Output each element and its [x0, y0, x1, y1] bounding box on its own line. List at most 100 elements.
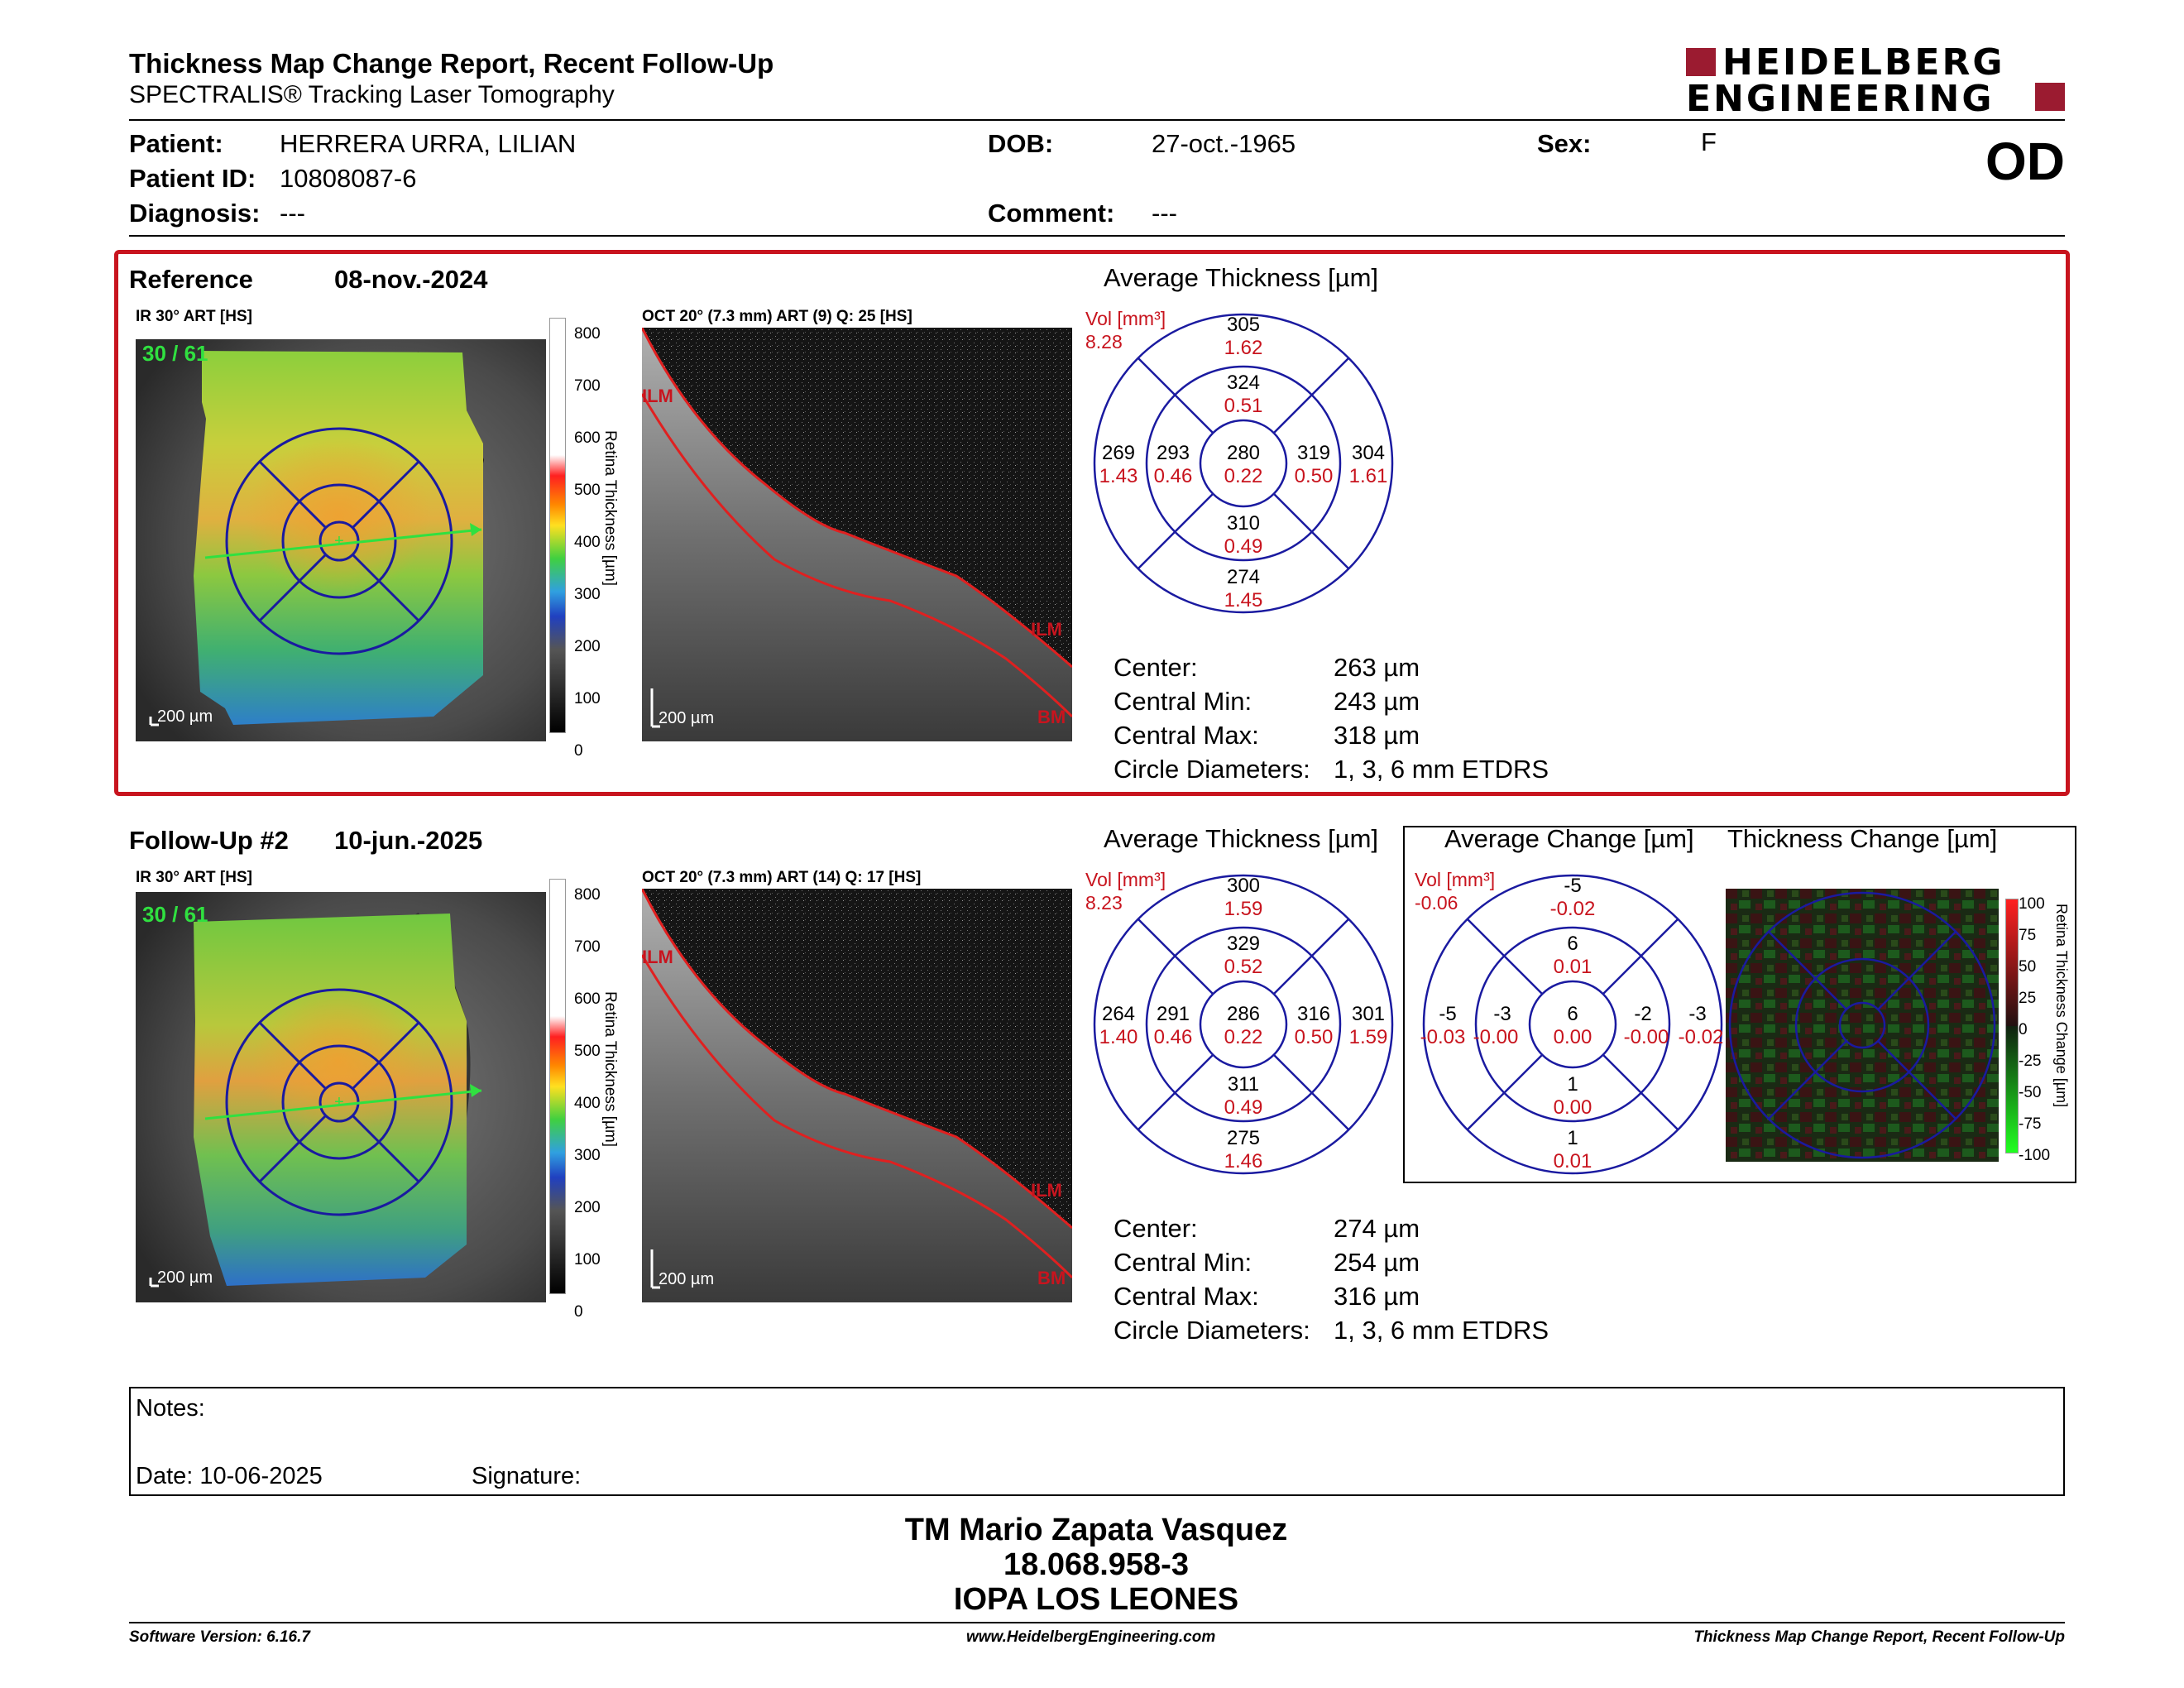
dob-label: DOB: [988, 129, 1054, 158]
logo-line2: ENGINEERING [1686, 78, 1995, 120]
diagnosis-label: Diagnosis: [129, 199, 261, 228]
outer-right-thickness: 301 [1352, 1003, 1385, 1025]
change-colorbar [2005, 899, 2019, 1153]
outer-top-volume: 1.59 [1224, 898, 1263, 920]
change-colorbar-axis-label: Retina Thickness Change [µm] [2053, 904, 2070, 1108]
comment-value: --- [1152, 199, 1177, 228]
change-inner-left: -3 [1493, 1003, 1511, 1025]
diagnosis-value: --- [280, 199, 305, 228]
followup-label: Follow-Up #2 [129, 826, 289, 855]
notes-date: Date: 10-06-2025 [136, 1463, 323, 1489]
inner-bottom-thickness: 310 [1227, 512, 1260, 535]
patient-id: 10808087-6 [280, 164, 417, 193]
inner-top-thickness: 324 [1227, 372, 1260, 394]
patient-name: HERRERA URRA, LILIAN [280, 129, 577, 158]
change-outer-right-vol: -0.02 [1679, 1026, 1724, 1048]
change-inner-right-vol: -0.00 [1624, 1026, 1669, 1048]
signer-id: 18.068.958-3 [1003, 1547, 1189, 1582]
inner-right-thickness: 316 [1297, 1003, 1330, 1025]
outer-left-thickness: 269 [1102, 442, 1135, 464]
change-outer-bottom: 1 [1567, 1127, 1578, 1149]
heidelberg-logo: HEIDELBERG ENGINEERING [1686, 41, 2067, 120]
inner-top-volume: 0.52 [1224, 956, 1263, 978]
outer-right-volume: 1.59 [1349, 1026, 1388, 1048]
stats-values: 263 µm 243 µm 318 µm 1, 3, 6 mm ETDRS [1334, 653, 1549, 784]
followup-date: 10-jun.-2025 [334, 826, 483, 855]
thickness-colorbar [549, 318, 566, 733]
etdrs-title: Average Thickness [µm] [1104, 824, 1379, 853]
oct-caption: OCT 20° (7.3 mm) ART (9) Q: 25 [HS] [642, 308, 912, 325]
outer-left-thickness: 264 [1102, 1003, 1135, 1025]
logo-square-icon [1686, 48, 1716, 76]
signature-block: TM Mario Zapata Vasquez 18.068.958-3 IOP… [0, 1513, 2184, 1617]
inner-right-volume: 0.50 [1295, 1026, 1334, 1048]
inner-top-volume: 0.51 [1224, 395, 1263, 417]
inner-bottom-volume: 0.49 [1224, 1096, 1263, 1119]
software-version: Software Version: 6.16.7 [129, 1628, 310, 1646]
sex-label: Sex: [1537, 129, 1592, 158]
oct-scale-label: 200 µm [659, 709, 714, 727]
oct-layer-label: ILM [642, 386, 673, 406]
ir-caption: IR 30° ART [HS] [136, 869, 252, 886]
outer-right-thickness: 304 [1352, 442, 1385, 464]
dob-value: 27-oct.-1965 [1152, 129, 1296, 158]
logo-line1: HEIDELBERG [1722, 41, 2005, 84]
colorbar-ticks: 800 700 600 500 400 300 200 100 0 [574, 886, 601, 1321]
oct-caption: OCT 20° (7.3 mm) ART (14) Q: 17 [HS] [642, 869, 922, 886]
change-inner-top: 6 [1567, 933, 1578, 955]
center-thickness: 280 [1227, 442, 1260, 464]
oct-bm-label: BM [1037, 707, 1066, 727]
change-outer-left: -5 [1439, 1003, 1456, 1025]
oct-ilm-label: ILM [1031, 619, 1062, 640]
inner-bottom-thickness: 311 [1228, 1073, 1259, 1096]
change-outer-bottom-vol: 0.01 [1554, 1150, 1592, 1172]
patient-label: Patient: [129, 129, 223, 158]
change-center-vol: 0.00 [1554, 1026, 1592, 1048]
change-inner-top-vol: 0.01 [1554, 956, 1592, 978]
ir-scale-label: 200 µm [157, 707, 213, 726]
outer-top-thickness: 300 [1227, 875, 1260, 897]
comment-label: Comment: [988, 199, 1115, 228]
etdrs-grid: 305 1.62 324 0.51 280 0.22 310 0.49 274 … [1093, 313, 1394, 614]
stats-labels: Center: Central Min: Central Max: Circle D… [1114, 1214, 1310, 1345]
notes-box[interactable] [129, 1387, 2065, 1496]
change-inner-bottom-vol: 0.00 [1554, 1096, 1592, 1119]
change-etdrs-grid: -5 -0.02 6 0.01 6 0.00 1 0.00 1 0.01 -3 … [1420, 874, 1724, 1175]
thickness-change-map [1726, 889, 1999, 1162]
outer-bottom-volume: 1.45 [1224, 589, 1263, 611]
signer-name: TM Mario Zapata Vasquez [904, 1513, 1288, 1547]
outer-bottom-thickness: 274 [1227, 566, 1260, 588]
outer-bottom-thickness: 275 [1227, 1127, 1260, 1149]
center-volume: 0.22 [1224, 465, 1263, 487]
oct-bm-label: BM [1037, 1268, 1066, 1288]
ir-count: 30 / 61 [142, 902, 208, 927]
reference-label: Reference [129, 265, 253, 294]
change-colorbar-ticks: 100 75 50 25 0 -25 -50 -75 -100 [2019, 895, 2051, 1164]
oct-bscan: ILM ILM BM 200 µm [642, 889, 1072, 1302]
logo-square-icon [2035, 83, 2065, 111]
outer-left-volume: 1.40 [1099, 1026, 1138, 1048]
signature-label: Signature: [472, 1463, 582, 1489]
oct-bscan: ILM ILM BM 200 µm [642, 328, 1072, 741]
oct-scale-label: 200 µm [659, 1270, 714, 1288]
footer-report-name: Thickness Map Change Report, Recent Foll… [1693, 1628, 2065, 1646]
ir-fundus-thickness-map: + 30 / 61 200 µm [136, 892, 546, 1302]
website-link[interactable]: www.HeidelbergEngineering.com [966, 1628, 1216, 1646]
change-outer-left-vol: -0.03 [1420, 1026, 1466, 1048]
outer-left-volume: 1.43 [1099, 465, 1138, 487]
svg-text:+: + [334, 532, 344, 550]
outer-bottom-volume: 1.46 [1224, 1150, 1263, 1172]
thickness-colorbar [549, 879, 566, 1294]
colorbar-ticks: 800 700 600 500 400 300 200 100 0 [574, 325, 601, 760]
patient-id-label: Patient ID: [129, 164, 256, 193]
stats-labels: Center: Central Min: Central Max: Circle D… [1114, 653, 1310, 784]
center-volume: 0.22 [1224, 1026, 1263, 1048]
vol-label: Vol [mm³] [1085, 308, 1166, 329]
ir-count: 30 / 61 [142, 341, 208, 366]
inner-left-volume: 0.46 [1154, 465, 1193, 487]
center-thickness: 286 [1227, 1003, 1260, 1025]
change-inner-right: -2 [1634, 1003, 1651, 1025]
inner-bottom-volume: 0.49 [1224, 535, 1263, 558]
ir-caption: IR 30° ART [HS] [136, 308, 252, 325]
outer-top-volume: 1.62 [1224, 337, 1263, 359]
